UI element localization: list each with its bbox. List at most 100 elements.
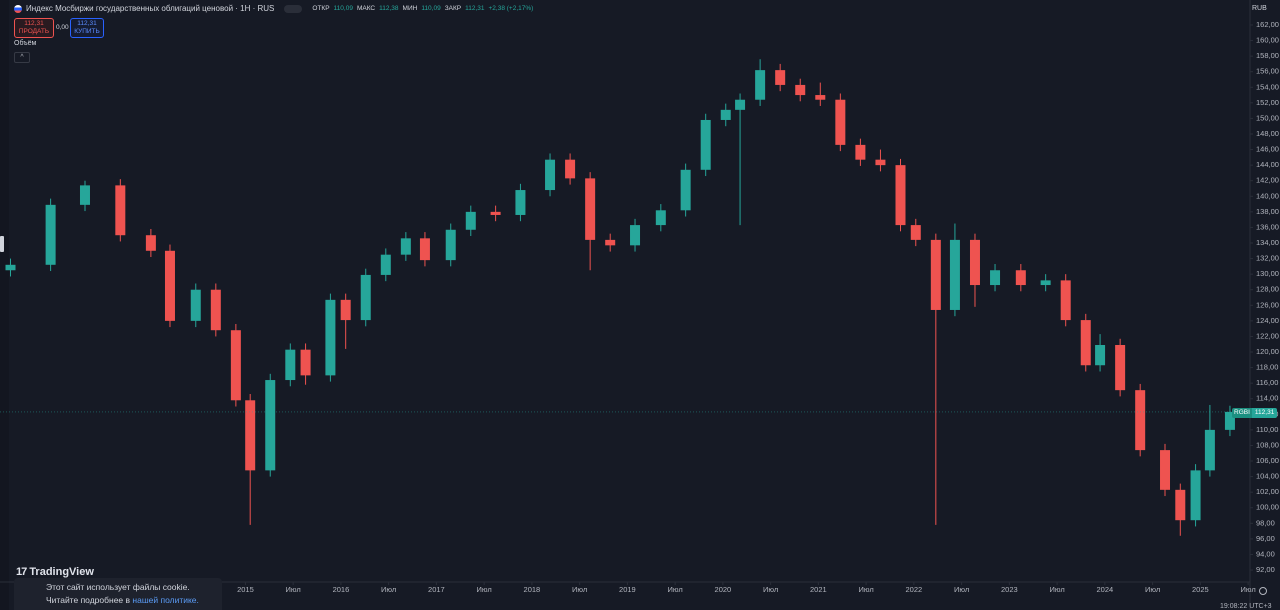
x-tick-label: Июл [668,585,683,594]
candle-body [340,299,351,321]
cookie-line1: Этот сайт использует файлы cookie. [46,582,190,592]
candle-body [380,254,391,275]
candle-body [115,185,126,236]
currency[interactable]: RUB [1252,5,1267,12]
candle-body [930,239,941,310]
candle-body [630,225,641,246]
candle-body [265,380,276,471]
y-tick-label: 144,00 [1256,160,1279,169]
x-tick-label: 2025 [1192,585,1209,594]
spread: 0,00 [56,24,69,31]
x-tick-label: Июл [1145,585,1160,594]
candle-body [680,169,691,211]
candle-body [145,235,156,251]
candle-body [419,238,430,261]
candle-body [515,190,526,215]
candle-body [1115,345,1126,391]
candle-body [1060,280,1071,321]
toggle[interactable] [284,4,303,13]
candle-body [465,211,476,230]
x-tick-label: 2023 [1001,585,1018,594]
y-tick-label: 140,00 [1256,191,1279,200]
collapse-button[interactable]: ^ [14,52,30,63]
y-tick-label: 94,00 [1256,549,1275,558]
high-value: 112,38 [379,5,399,12]
y-tick-label: 148,00 [1256,129,1279,138]
buy-button[interactable]: 112,31 КУПИТЬ [70,18,104,38]
candle-body [1040,280,1051,286]
candle-body [895,165,906,226]
candle-body [285,349,296,381]
y-tick-label: 108,00 [1256,440,1279,449]
y-tick-label: 142,00 [1256,176,1279,185]
candle-body [1175,489,1186,521]
low-value: 110,09 [421,5,441,12]
settings-icon[interactable] [1259,587,1267,595]
sell-button[interactable]: 112,31 ПРОДАТЬ [14,18,54,38]
candle-body [1015,270,1026,286]
candle-body [1095,345,1106,366]
y-tick-label: 156,00 [1256,67,1279,76]
buy-label: КУПИТЬ [74,28,100,35]
candle-body [1135,390,1146,451]
x-tick-label: 2017 [428,585,445,594]
cookie-text: Читайте подробнее в [46,595,131,605]
candle-body [545,159,556,191]
x-tick-label: Июл [1049,585,1064,594]
symbol-title[interactable]: Индекс Мосбиржи государственных облигаци… [26,4,275,13]
left-toolbar [0,0,9,610]
cookie-link[interactable]: нашей политике. [132,595,199,605]
y-tick-label: 130,00 [1256,269,1279,278]
brand-logo[interactable]: 17 TradingView [16,566,94,578]
candle-body [1204,429,1215,471]
y-tick-label: 162,00 [1256,20,1279,29]
y-tick-label: 104,00 [1256,472,1279,481]
high-label: МАКС [356,5,376,12]
close-value: 112,31 [465,5,485,12]
open-label: ОТКР [312,5,330,12]
legend-header: Индекс Мосбиржи государственных облигаци… [14,4,533,13]
candle-body [605,239,616,246]
y-tick-label: 110,00 [1256,425,1278,434]
x-tick-label: 2019 [619,585,636,594]
candle-body [45,204,56,265]
x-tick-label: Июл [1240,585,1255,594]
x-tick-label: 2015 [237,585,254,594]
y-tick-label: 126,00 [1256,300,1279,309]
y-tick-label: 100,00 [1256,503,1279,512]
candle-body [360,274,371,321]
x-tick-label: Июл [286,585,301,594]
candle-body [1080,320,1091,366]
cookie-line2: Читайте подробнее в нашей политике. [46,594,222,607]
toolbar-handle[interactable] [0,236,4,252]
x-tick-label: 2024 [1097,585,1114,594]
x-tick-label: Июл [477,585,492,594]
x-tick-label: Июл [763,585,778,594]
candle-body [190,289,201,321]
candle-body [300,349,311,376]
y-tick-label: 124,00 [1256,316,1279,325]
open-value: 110,09 [333,5,353,12]
candle-body [969,239,980,286]
low-label: МИН [402,5,418,12]
y-tick-label: 128,00 [1256,285,1279,294]
candle-body [655,210,666,226]
price-tag-price: 112,31 [1251,408,1278,418]
volume-label[interactable]: Объём [14,40,37,47]
x-tick-label: 2022 [906,585,923,594]
change-value: +2,38 (+2,17%) [488,5,534,12]
y-tick-label: 116,00 [1256,378,1278,387]
candle-body [400,238,411,255]
candle-body [875,159,886,166]
candle-body [565,159,576,179]
candle-body [5,264,16,271]
price-tag-symbol: RGBI [1232,408,1252,418]
candle-body [815,95,826,100]
candle-body [775,70,786,85]
logo-mark: 17 [16,566,27,578]
candle-body [795,84,806,96]
x-tick-label: 2020 [715,585,732,594]
candle-body [755,70,766,100]
candle-body [445,229,456,261]
